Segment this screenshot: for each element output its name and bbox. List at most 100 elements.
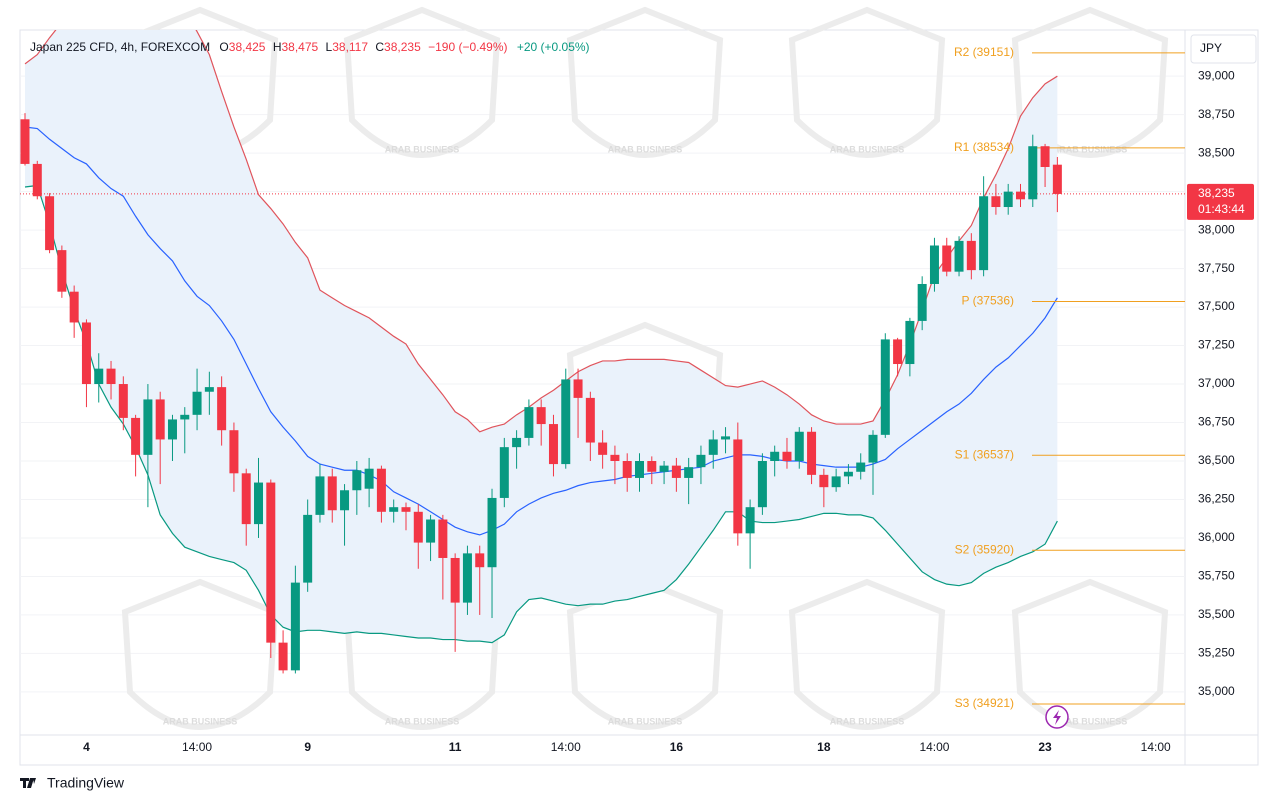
x-tick-label: 18	[817, 740, 831, 754]
candle-body	[266, 482, 276, 643]
extra-change: +20 (+0.05%)	[517, 40, 590, 54]
y-tick-label: 37,250	[1198, 338, 1235, 352]
currency[interactable]: JPY	[1200, 41, 1222, 55]
candle-body	[315, 476, 325, 515]
candle-body	[229, 430, 239, 474]
candle-body	[450, 557, 460, 603]
candle-body	[438, 519, 448, 558]
candle-body	[929, 245, 939, 284]
candle-body	[979, 196, 989, 271]
pivot-label: R2 (39151)	[954, 45, 1014, 59]
ohlc-value: 38,235	[384, 40, 421, 54]
watermark: ARAB BUSINESS	[830, 144, 905, 154]
brand: TradingView	[47, 775, 125, 791]
y-tick-label: 36,250	[1198, 492, 1235, 506]
candle-body	[167, 419, 177, 440]
candle-body	[487, 497, 497, 568]
y-tick-label: 37,750	[1198, 261, 1235, 275]
candle-body	[831, 476, 841, 488]
y-tick-label: 35,250	[1198, 646, 1235, 660]
candle-body	[671, 465, 681, 478]
ohlc-key: H	[273, 40, 282, 54]
candle-body	[389, 507, 399, 512]
watermark-shield	[343, 578, 501, 730]
candle-body	[143, 399, 153, 455]
y-tick-label: 38,750	[1198, 107, 1235, 121]
candle-body	[843, 471, 853, 477]
watermark-shield	[343, 6, 501, 158]
watermark-shield	[566, 578, 724, 730]
plot: R2 (39151) R1 (38534) P (37536) S1 (36537) S…	[20, 30, 1185, 710]
symbol: Japan 225 CFD, 4h, FOREXCOM	[30, 40, 210, 54]
candle-body	[684, 467, 694, 478]
candle-body	[856, 462, 866, 472]
x-tick-label: 14:00	[919, 740, 949, 754]
change: −190 (−0.49%)	[428, 40, 507, 54]
band-line	[24, 184, 1058, 644]
ohlc-value: 38,425	[229, 40, 266, 54]
watermark: ARAB BUSINESS	[163, 716, 238, 726]
pivot-label: S1 (36537)	[955, 447, 1014, 461]
x-tick-label: 14:00	[1141, 740, 1171, 754]
currency-box[interactable]	[1190, 34, 1257, 64]
y-tick-label: 37,500	[1198, 299, 1235, 313]
candle-body	[794, 431, 804, 462]
candle-body	[696, 454, 706, 468]
candle-body	[217, 387, 227, 431]
candle-body	[106, 368, 116, 385]
candle-body	[868, 434, 878, 463]
candle-body	[647, 461, 657, 472]
candle-body	[352, 470, 362, 491]
candle-body	[57, 250, 67, 292]
y-tick-label: 35,000	[1198, 684, 1235, 698]
candle-body	[573, 379, 583, 398]
watermark-shield	[788, 578, 946, 730]
brand-logo: TradingView	[20, 775, 125, 791]
candle-body	[413, 511, 423, 543]
last-price-box	[1187, 183, 1254, 220]
watermark-shield	[121, 578, 279, 730]
last-price-label: 38,235	[1198, 186, 1235, 200]
candle-body	[131, 417, 141, 455]
candle-body	[192, 391, 202, 415]
ohlc-value: 38,117	[332, 40, 368, 54]
candle-body	[69, 291, 79, 323]
candle-body	[155, 399, 165, 440]
candle-body	[1028, 146, 1038, 200]
event-bolt	[1053, 710, 1061, 725]
candle-body	[512, 437, 522, 448]
ohlc-value: 38,475	[281, 40, 318, 54]
candle-body	[278, 642, 288, 671]
candle-body	[81, 322, 91, 385]
candle-body	[598, 442, 608, 455]
candle-body	[1003, 191, 1013, 208]
pivot-label: P (37536)	[962, 294, 1014, 308]
candle-body	[462, 553, 472, 603]
candle-body	[757, 461, 767, 508]
candle-body	[303, 514, 313, 583]
candle-body	[585, 397, 595, 443]
candle-body	[290, 582, 300, 671]
band-line	[24, 126, 1058, 536]
candle-body	[635, 461, 644, 478]
candle-body	[364, 468, 374, 489]
ohlc-key: L	[326, 40, 333, 54]
y-tick-label: 37,000	[1198, 376, 1235, 390]
watermark: ARAB BUSINESS	[830, 716, 905, 726]
candle-body	[966, 240, 976, 271]
candle-body	[622, 461, 632, 478]
candle-body	[475, 553, 485, 568]
candle-body	[254, 482, 264, 525]
x-tick-label: 14:00	[182, 740, 212, 754]
candle-body	[94, 368, 104, 385]
y-tick-label: 35,750	[1198, 569, 1235, 583]
countdown: 01:43:44	[1198, 202, 1245, 216]
candle-body	[942, 245, 952, 272]
y-tick-label: 36,500	[1198, 453, 1235, 467]
candle-body	[561, 379, 571, 465]
y-tick-label: 36,750	[1198, 415, 1235, 429]
pivot-label: S2 (35920)	[955, 542, 1014, 556]
candle-body	[807, 431, 817, 475]
